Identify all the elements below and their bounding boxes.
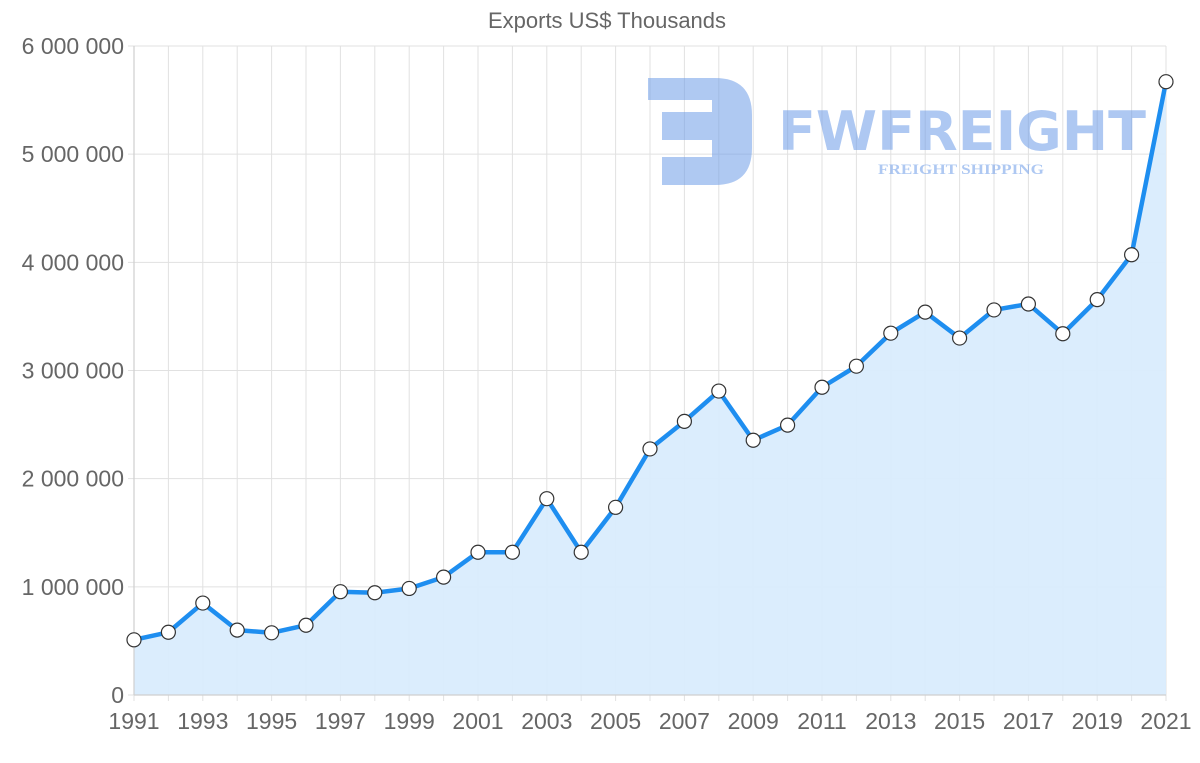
data-point-2017[interactable] [1020, 296, 1037, 312]
data-point-2018[interactable] [1055, 326, 1071, 342]
data-point-2019[interactable] [1089, 292, 1105, 308]
data-point-1997[interactable] [332, 584, 348, 600]
data-point-1996[interactable] [298, 617, 314, 633]
watermark-tagline-text: FREIGHT SHIPPING [878, 162, 1044, 178]
x-axis-ticks: 1991 1993 1995 1997 1999 2001 2003 2005 2007 2009… [108, 708, 1191, 734]
data-point-1991[interactable] [126, 632, 142, 648]
data-point-2007[interactable] [676, 413, 693, 429]
data-point-2008[interactable] [711, 383, 727, 399]
y-axis-ticks: 0 1 000 000 2 000 000 3 000 000 4 000 000 5 0… [22, 33, 124, 708]
data-point-2015[interactable] [951, 330, 968, 346]
data-point-1995[interactable] [264, 625, 280, 641]
y-tick-label: 4 000 000 [22, 249, 124, 275]
data-point-2003[interactable] [539, 491, 555, 507]
x-tick-label: 2015 [934, 708, 985, 734]
data-point-1993[interactable] [195, 595, 211, 611]
data-point-2016[interactable] [986, 302, 1002, 318]
data-point-2010[interactable] [779, 417, 796, 433]
y-tick-label: 0 [111, 682, 124, 708]
y-tick-label: 6 000 000 [22, 33, 124, 59]
x-tick-label: 1997 [315, 708, 366, 734]
data-points [126, 74, 1174, 648]
data-point-2020[interactable] [1123, 247, 1140, 263]
axes [133, 46, 1166, 696]
x-tick-label: 1991 [108, 708, 159, 734]
data-point-1999[interactable] [401, 580, 417, 597]
area-fill [134, 81, 1166, 695]
x-tick-label: 1995 [246, 708, 297, 734]
data-point-2013[interactable] [883, 325, 899, 341]
x-tick-label: 2001 [452, 708, 503, 734]
data-point-2000[interactable] [436, 569, 452, 585]
data-point-1994[interactable] [229, 622, 245, 638]
y-tick-label: 5 000 000 [22, 141, 124, 167]
data-point-1998[interactable] [367, 585, 383, 601]
data-point-2001[interactable] [470, 544, 486, 560]
data-point-2011[interactable] [814, 379, 830, 395]
x-tick-label: 2003 [521, 708, 572, 734]
data-point-2002[interactable] [504, 544, 521, 560]
x-tick-label: 2021 [1140, 708, 1191, 734]
x-tick-label: 1993 [177, 708, 228, 734]
x-tick-label: 2013 [865, 708, 916, 734]
data-point-2005[interactable] [607, 499, 624, 515]
data-point-2006[interactable] [642, 441, 658, 457]
x-tick-label: 1999 [384, 708, 435, 734]
y-tick-label: 1 000 000 [22, 574, 124, 600]
data-point-2014[interactable] [917, 304, 933, 320]
x-tick-label: 2009 [728, 708, 779, 734]
chart-title: Exports US$ Thousands [487, 8, 727, 33]
data-point-2009[interactable] [745, 432, 761, 448]
data-point-1992[interactable] [160, 624, 176, 640]
data-point-2004[interactable] [573, 544, 589, 560]
x-tick-label: 2005 [590, 708, 641, 734]
x-tick-label: 2019 [1072, 708, 1123, 734]
x-tick-label: 2007 [659, 708, 710, 734]
data-point-2012[interactable] [848, 358, 865, 374]
y-tick-label: 2 000 000 [22, 466, 124, 492]
y-tick-label: 3 000 000 [22, 358, 124, 384]
watermark-brand-text: FWFREIGHT [778, 100, 1146, 163]
x-tick-label: 2017 [1003, 708, 1054, 734]
x-tick-label: 2011 [797, 708, 846, 734]
data-point-2021[interactable] [1158, 74, 1174, 90]
fwfreight-logo-icon [648, 78, 752, 185]
fwfreight-watermark: FWFREIGHT FREIGHT SHIPPING [648, 78, 1146, 185]
